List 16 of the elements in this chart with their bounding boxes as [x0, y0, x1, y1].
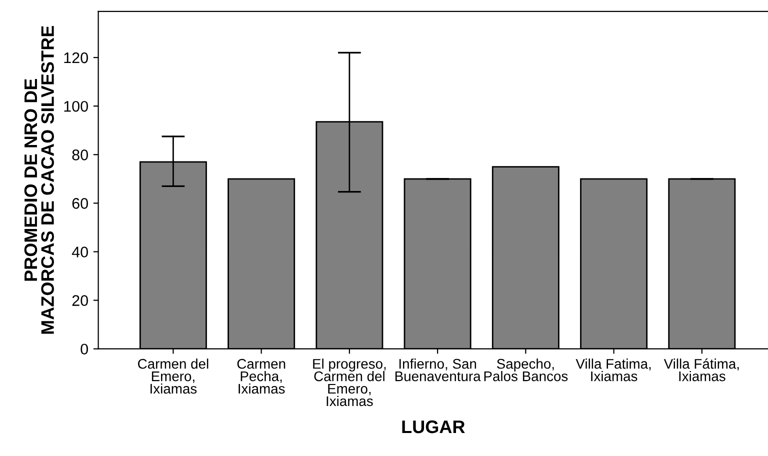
y-tick-label: 100 — [64, 100, 88, 112]
x-axis-title: LUGAR — [402, 420, 465, 434]
y-tick-label: 80 — [72, 150, 88, 160]
y-axis-title: PROMEDIO DE NRO DE MAZORCAS DE CACAO SILVESTRE — [24, 26, 54, 334]
x-tick-label: El progreso, Carmen del Emero, Ixiamas — [313, 358, 386, 406]
y-tick-label: 20 — [72, 295, 88, 306]
x-tick-label: Sapecho, Palos Bancos — [484, 358, 568, 382]
x-tick-label: Carmen Pecha, Ixiamas — [237, 358, 286, 394]
x-tick-label: Infierno, San Buenaventura — [395, 358, 481, 382]
y-tick-label: 60 — [72, 198, 88, 209]
x-tick-label: Villa Fatima, Ixiamas — [576, 358, 651, 382]
x-tick-label: Villa Fátima, Ixiamas — [664, 358, 739, 382]
y-tick-label: 0 — [80, 344, 88, 355]
y-tick-label: 40 — [72, 246, 88, 258]
x-tick-label: Carmen del Emero, Ixiamas — [138, 358, 208, 394]
y-tick-label: 120 — [64, 52, 88, 64]
